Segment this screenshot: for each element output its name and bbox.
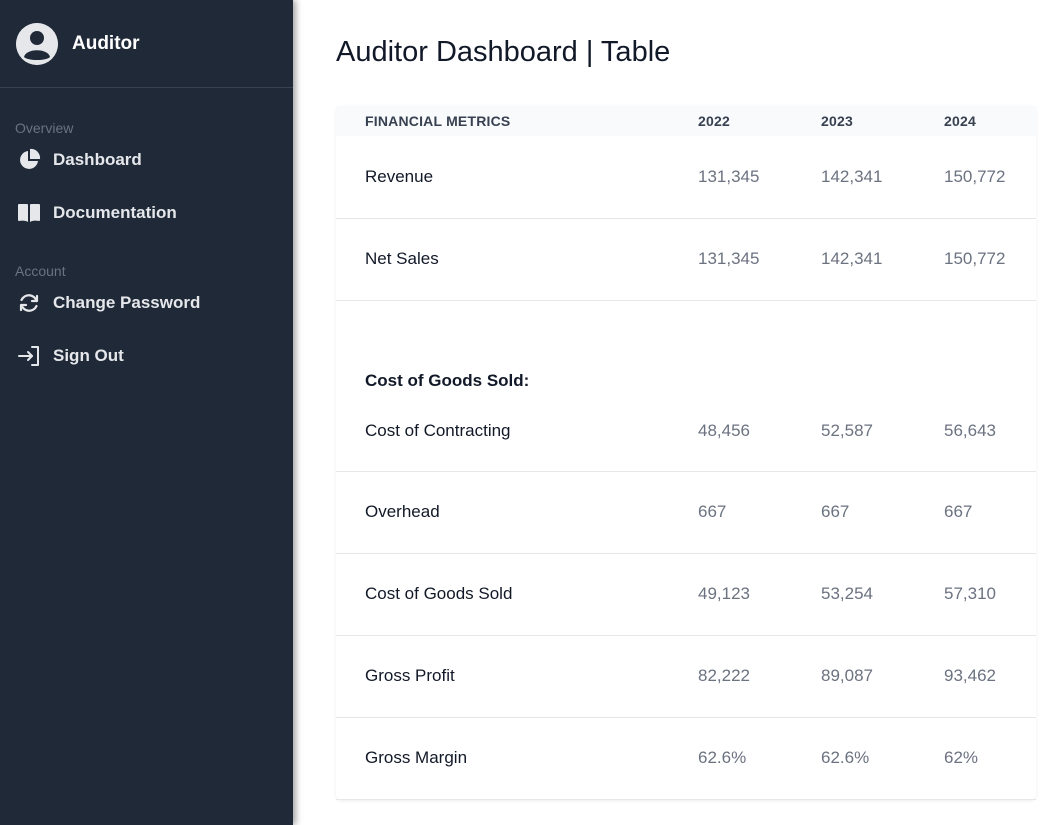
table-header-row: FINANCIAL METRICS 2022 2023 2024 [336,106,1036,136]
value-2022: 49,123 [698,553,821,636]
sign-out-icon [16,343,42,369]
column-header-2023: 2023 [821,106,944,136]
metric-label: Revenue [336,136,698,219]
table-row: Gross Margin 62.6% 62.6% 62% [336,717,1036,800]
column-header-2024: 2024 [944,106,1036,136]
nav-item-change-password-label: Change Password [53,293,201,312]
refresh-icon [16,290,42,316]
table-row: Cost of Goods Sold 49,123 53,254 57,310 [336,553,1036,636]
value-2024: 93,462 [944,635,1036,718]
pie-chart-icon [16,147,42,173]
value-2022: 667 [698,471,821,554]
main-content: Auditor Dashboard | Table FINANCIAL METR… [293,0,1052,825]
table-spacer [336,300,1036,355]
user-profile: Auditor [0,0,293,88]
metric-label: Cost of Contracting [336,391,698,472]
sidebar: Auditor Overview Dashboard Documentation [0,0,293,825]
section-heading-row: Cost of Goods Sold: [336,355,1036,391]
metric-label: Gross Margin [336,717,698,800]
nav-item-sign-out-label: Sign Out [53,346,124,365]
metric-label: Cost of Goods Sold [336,553,698,636]
nav-item-documentation[interactable]: Documentation [0,195,293,231]
metric-label: Net Sales [336,218,698,301]
nav-item-dashboard[interactable]: Dashboard [0,142,293,178]
value-2024: 62% [944,717,1036,800]
value-2023: 667 [821,471,944,554]
section-label-overview: Overview [15,120,74,136]
column-header-2022: 2022 [698,106,821,136]
nav-item-sign-out[interactable]: Sign Out [0,338,293,374]
value-2023: 142,341 [821,136,944,219]
book-icon [16,200,42,226]
metric-label: Overhead [336,471,698,554]
column-header-metrics: FINANCIAL METRICS [336,106,698,136]
value-2024: 150,772 [944,136,1036,219]
table-row: Net Sales 131,345 142,341 150,772 [336,218,1036,301]
financial-table-card: FINANCIAL METRICS 2022 2023 2024 Revenue… [336,106,1036,800]
section-label-account: Account [15,263,66,279]
table-row: Gross Profit 82,222 89,087 93,462 [336,635,1036,718]
value-2024: 667 [944,471,1036,554]
value-2022: 82,222 [698,635,821,718]
nav-item-dashboard-label: Dashboard [53,150,142,169]
page-title: Auditor Dashboard | Table [336,36,671,68]
value-2023: 52,587 [821,391,944,472]
table-row: Cost of Contracting 48,456 52,587 56,643 [336,391,1036,472]
value-2022: 131,345 [698,136,821,219]
table-row: Overhead 667 667 667 [336,471,1036,554]
value-2022: 62.6% [698,717,821,800]
nav-item-documentation-label: Documentation [53,203,177,222]
section-heading: Cost of Goods Sold: [365,371,530,390]
table-row: Revenue 131,345 142,341 150,772 [336,136,1036,219]
value-2023: 142,341 [821,218,944,301]
value-2024: 56,643 [944,391,1036,472]
value-2024: 57,310 [944,553,1036,636]
value-2024: 150,772 [944,218,1036,301]
value-2022: 48,456 [698,391,821,472]
value-2023: 53,254 [821,553,944,636]
financial-table: FINANCIAL METRICS 2022 2023 2024 Revenue… [336,106,1036,800]
value-2023: 89,087 [821,635,944,718]
value-2022: 131,345 [698,218,821,301]
metric-label: Gross Profit [336,635,698,718]
user-name: Auditor [72,32,140,54]
value-2023: 62.6% [821,717,944,800]
nav-item-change-password[interactable]: Change Password [0,285,293,321]
user-avatar-icon [16,22,58,65]
